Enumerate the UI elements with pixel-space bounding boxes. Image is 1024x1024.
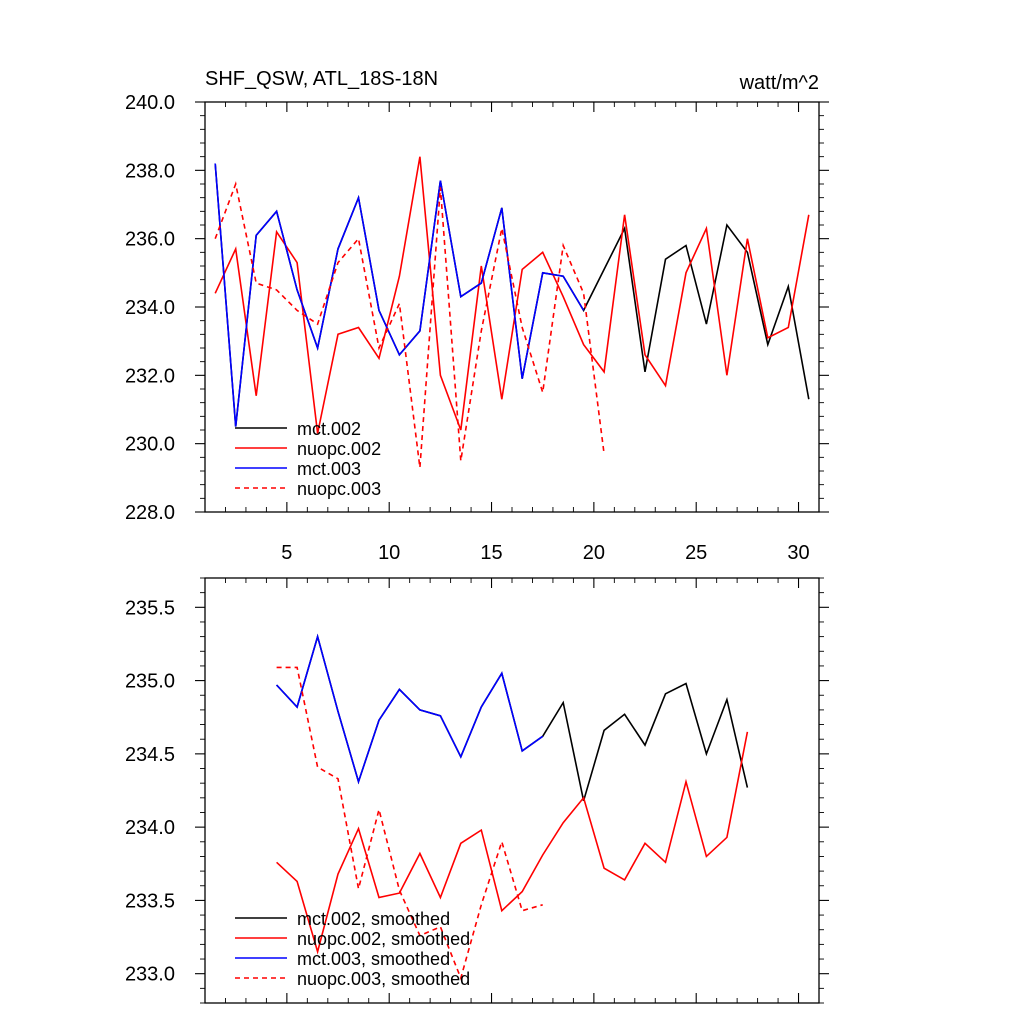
y-tick-label: 232.0 xyxy=(125,365,175,387)
x-tick-label: 15 xyxy=(480,542,502,564)
y-tick-label: 234.5 xyxy=(125,744,175,766)
y-tick-label: 236.0 xyxy=(125,229,175,251)
units-label: watt/m^2 xyxy=(739,72,819,94)
y-tick-label: 238.0 xyxy=(125,160,175,182)
series-line-mct-003-smoothed xyxy=(276,633,544,785)
x-tick-label: 5 xyxy=(281,542,292,564)
chart-title: SHF_QSW, ATL_18S-18N xyxy=(205,68,438,90)
y-tick-label: 233.0 xyxy=(125,964,175,986)
y-tick-label: 235.5 xyxy=(125,597,175,619)
series-line-mct-002-smoothed xyxy=(276,633,749,802)
legend-label-mct-002-smoothed: mct.002, smoothed xyxy=(297,909,450,929)
y-tick-label: 228.0 xyxy=(125,502,175,524)
series-line-nuopc-003 xyxy=(214,181,605,468)
y-tick-label: 240.0 xyxy=(125,92,175,114)
legend-label-mct-003-smoothed: mct.003, smoothed xyxy=(297,949,450,969)
y-tick-label: 230.0 xyxy=(125,434,175,456)
y-tick-label: 233.5 xyxy=(125,890,175,912)
legend-label-nuopc-002: nuopc.002 xyxy=(297,439,381,459)
x-tick-label: 30 xyxy=(787,542,809,564)
bottom-panel: 233.0 233.5 234.0 234.5 235.0 235.5 mct.002, s… xyxy=(125,577,829,1004)
legend-label-mct-003: mct.003 xyxy=(297,459,361,479)
y-tick-label: 235.0 xyxy=(125,671,175,693)
y-tick-label: 234.0 xyxy=(125,297,175,319)
legend-label-nuopc-002-smoothed: nuopc.002, smoothed xyxy=(297,929,470,949)
legend-label-mct-002: mct.002 xyxy=(297,419,361,439)
y-tick-label: 234.0 xyxy=(125,817,175,839)
x-tick-label: 10 xyxy=(378,542,400,564)
series-line-nuopc-002-smoothed xyxy=(276,731,749,955)
top-panel: 5 10 15 20 25 30 228.0 230.0 232.0 234.0 236.0 238.… xyxy=(125,68,829,564)
x-tick-label: 25 xyxy=(685,542,707,564)
legend-label-nuopc-003-smoothed: nuopc.003, smoothed xyxy=(297,969,470,989)
series-line-nuopc-002 xyxy=(214,156,810,434)
legend-label-nuopc-003: nuopc.003 xyxy=(297,479,381,499)
series-line-mct-003 xyxy=(214,163,585,427)
series-line-nuopc-003-smoothed xyxy=(276,666,543,981)
x-tick-label: 20 xyxy=(583,542,605,564)
